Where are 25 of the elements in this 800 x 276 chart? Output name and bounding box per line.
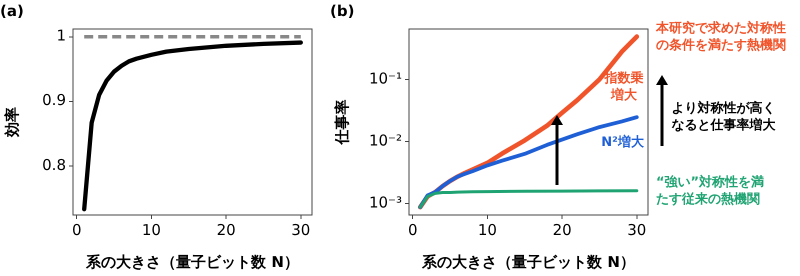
- x-tick-label: 10: [478, 220, 497, 239]
- annotation: N²増大: [600, 134, 645, 151]
- y-tick-label: 0.9: [42, 91, 66, 110]
- x-tick-label: 10: [142, 220, 161, 239]
- x-tick-label: 20: [216, 220, 236, 239]
- x-tick-label: 30: [627, 220, 646, 239]
- y-tick-label: 10⁻¹: [368, 69, 402, 88]
- y-axis-title: 仕事率: [332, 100, 351, 146]
- x-axis-title: 系の大きさ（量子ビット数 N）: [85, 252, 299, 271]
- chart-title: (b): [330, 2, 354, 20]
- series-label: 本研究で求めた対称性の条件を満たす熱機関: [656, 20, 787, 54]
- y-tick-label: 10⁻²: [368, 131, 402, 150]
- y-tick-label: 10⁻³: [368, 193, 402, 212]
- series-label: “強い”対称性を満たす従来の熱機関: [656, 174, 766, 208]
- x-tick-label: 20: [552, 220, 572, 239]
- x-axis-title: 系の大きさ（量子ビット数 N）: [421, 252, 635, 271]
- x-tick-label: 30: [291, 220, 310, 239]
- annotation: 指数乗増大: [603, 70, 644, 104]
- text: より対称性が高くなると仕事率増大: [670, 100, 776, 134]
- y-tick-label: 0.8: [42, 156, 66, 174]
- x-tick-label: 0: [72, 220, 82, 239]
- x-tick-label: 0: [408, 220, 418, 239]
- chart-title: (a): [0, 2, 24, 20]
- y-tick-label: 1: [56, 26, 66, 45]
- y-axis-title: 効率: [2, 107, 21, 138]
